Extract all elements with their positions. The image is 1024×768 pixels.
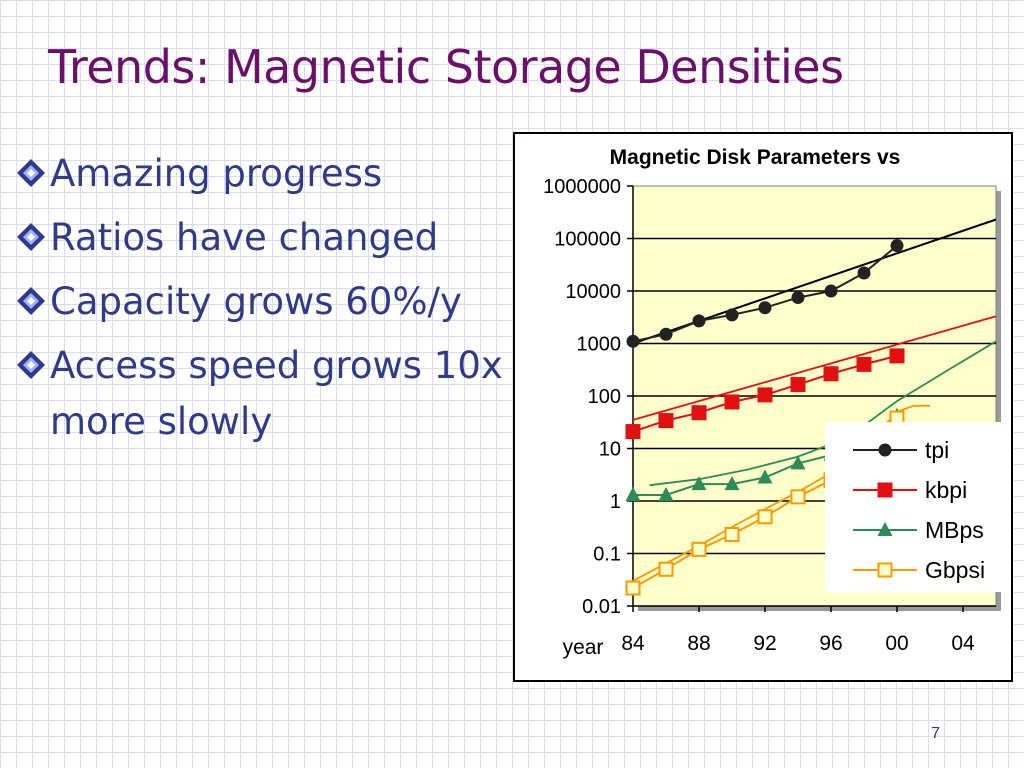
tpi-point <box>791 291 805 305</box>
mbps-point <box>658 487 674 502</box>
y-tick-label: 10 <box>599 439 621 461</box>
disk-parameters-chart: Magnetic Disk Parameters vs 100000010000… <box>543 146 1001 659</box>
y-tick-label: 0.1 <box>593 544 621 566</box>
x-tick-label: 88 <box>687 632 710 655</box>
gbpsi-point <box>658 561 674 577</box>
y-tick-label: 1 <box>610 491 621 513</box>
bullet-item: Access speed grows 10x more slowly <box>12 338 512 450</box>
y-tick-label: 1000000 <box>543 176 621 198</box>
y-tick-label: 100 <box>588 386 621 408</box>
y-tick-label: 100000 <box>554 229 621 251</box>
kbpi-point <box>889 348 905 364</box>
legend-label-tpi: tpi <box>925 437 949 463</box>
mbps-point <box>724 476 740 491</box>
kbpi-point <box>691 405 707 421</box>
gbpsi-point <box>691 541 707 557</box>
x-tick-label: 00 <box>885 632 908 655</box>
slide-title: Trends: Magnetic Storage Densities <box>48 40 844 94</box>
y-tick-label: 10000 <box>565 281 621 303</box>
page-number: 7 <box>931 725 940 742</box>
legend-label-mbps: MBps <box>925 517 984 543</box>
kbpi-point <box>790 377 806 393</box>
kbpi-point <box>625 424 641 440</box>
kbpi-point <box>823 366 839 382</box>
tpi-point <box>890 239 904 253</box>
x-tick-label: 84 <box>621 632 645 655</box>
bullet-text: Access speed grows 10x more slowly <box>50 344 503 443</box>
kbpi-point <box>757 387 773 403</box>
tpi-point <box>758 301 772 315</box>
mbps-point <box>625 487 641 502</box>
tpi-point <box>692 314 706 328</box>
y-tick-label: 0.01 <box>582 596 621 618</box>
tpi-point <box>857 266 871 280</box>
x-axis-label: year <box>563 636 604 659</box>
legend-marker-kbpi <box>877 482 893 498</box>
legend-label-kbpi: kbpi <box>925 477 967 503</box>
kbpi-point <box>724 394 740 410</box>
gbpsi-point <box>724 527 740 543</box>
kbpi-point <box>856 356 872 372</box>
tpi-point <box>725 308 739 322</box>
diamond-bullet-icon <box>17 351 45 379</box>
legend-marker-mbps <box>877 522 893 536</box>
tpi-point <box>659 327 673 341</box>
bullet-item: Ratios have changed <box>12 210 512 266</box>
diamond-bullet-icon <box>17 287 45 315</box>
kbpi-trend-line <box>632 315 997 421</box>
x-tick-label: 96 <box>819 632 842 655</box>
mbps-point <box>790 455 806 470</box>
y-tick-label: 1000 <box>577 334 622 356</box>
gbpsi-point <box>625 580 641 596</box>
gbpsi-point <box>790 489 806 505</box>
diamond-bullet-icon <box>17 223 45 251</box>
mbps-point <box>757 469 773 484</box>
x-tick-label: 92 <box>753 632 776 655</box>
bullet-text: Ratios have changed <box>50 216 439 259</box>
mbps-point <box>691 476 707 491</box>
tpi-point <box>824 284 838 298</box>
diamond-bullet-icon <box>17 159 45 187</box>
bullet-list: Amazing progress Ratios have changed Cap… <box>12 146 512 458</box>
x-tick-label: 04 <box>951 632 975 655</box>
chart-title: Magnetic Disk Parameters vs <box>610 146 901 169</box>
bullet-item: Amazing progress <box>12 146 512 202</box>
chart-frame: Magnetic Disk Parameters vs 1000000 10000… <box>513 132 1013 682</box>
legend-marker-tpi <box>878 443 892 457</box>
legend-label-gbpsi: Gbpsi <box>925 557 985 583</box>
legend-marker-gbpsi <box>877 562 893 578</box>
bullet-text: Amazing progress <box>50 152 383 195</box>
bullet-text: Capacity grows 60%/y <box>50 280 462 323</box>
gbpsi-point <box>757 509 773 525</box>
kbpi-point <box>658 413 674 429</box>
bullet-item: Capacity grows 60%/y <box>12 274 512 330</box>
tpi-point <box>626 334 640 348</box>
mbps-trend-line <box>649 340 997 487</box>
